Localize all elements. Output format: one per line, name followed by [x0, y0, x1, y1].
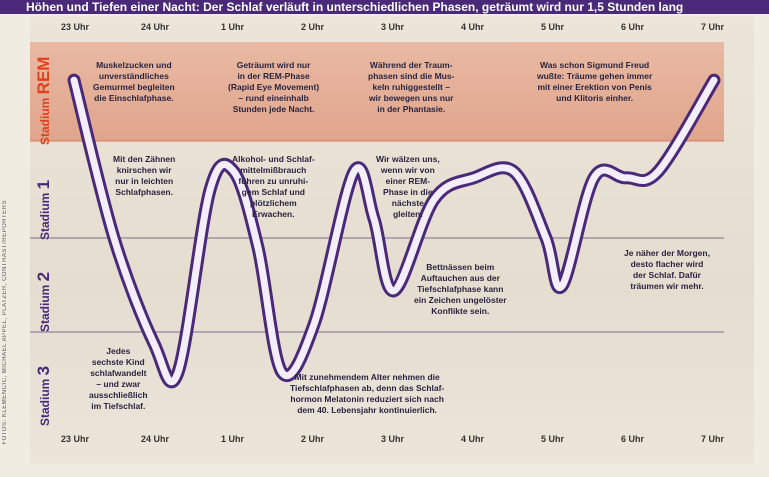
time-label-top: 7 Uhr	[701, 22, 725, 32]
time-label-top: 6 Uhr	[621, 22, 645, 32]
time-label-bottom: 23 Uhr	[61, 434, 90, 444]
time-label-bottom: 7 Uhr	[701, 434, 725, 444]
time-label-top: 24 Uhr	[141, 22, 170, 32]
time-label-top: 2 Uhr	[301, 22, 325, 32]
note-freud: Was schon Sigmund Freud wußte: Träume ge…	[537, 60, 653, 103]
note-waelzen: Wir wälzen uns, wenn wir von einer REM- …	[376, 154, 440, 219]
note-alkohol: Alkohol- und Schlaf- mittelmißbrauch füh…	[232, 154, 315, 219]
note-bettnaessen: Bettnässen beim Auftauchen aus der Tiefs…	[414, 262, 507, 316]
time-label-bottom: 1 Uhr	[221, 434, 245, 444]
time-label-bottom: 2 Uhr	[301, 434, 325, 444]
stage-name: 2	[34, 271, 53, 282]
stage-label-1: Stadium 1	[34, 180, 54, 240]
note-zaehne: Mit den Zähnen knirschen wir nur in leic…	[113, 154, 176, 197]
time-label-top: 23 Uhr	[61, 22, 90, 32]
time-label-bottom: 4 Uhr	[461, 434, 485, 444]
stage-name: 3	[34, 365, 53, 376]
time-label-bottom: 5 Uhr	[541, 434, 565, 444]
note-einschlafphase: Muskelzucken und unverständliches Gemurm…	[93, 60, 175, 103]
stage-name: 1	[34, 179, 53, 190]
rem-band	[30, 42, 724, 141]
note-morgen: Je näher der Morgen, desto flacher wird …	[624, 248, 710, 291]
note-melatonin: Mit zunehmendem Alter nehmen die Tiefsch…	[290, 372, 445, 415]
sleep-curve-fill	[70, 76, 718, 386]
stage-prefix: Stadium	[38, 97, 52, 145]
sleep-curve-outline	[67, 73, 721, 389]
stage-prefix: Stadium	[38, 284, 52, 332]
stage-label-3: Stadium 3	[34, 366, 54, 426]
time-label-top: 5 Uhr	[541, 22, 565, 32]
note-rem-phase: Geträumt wird nur in der REM-Phase (Rapi…	[228, 60, 320, 114]
note-muskeln: Während der Traum- phasen sind die Mus- …	[368, 60, 455, 114]
stage-name: REM	[34, 56, 53, 95]
stage-label-rem: Stadium REM	[34, 57, 54, 145]
time-label-bottom: 6 Uhr	[621, 434, 645, 444]
time-label-top: 1 Uhr	[221, 22, 245, 32]
note-schlafwandeln: Jedes sechste Kind schlafwandelt – und z…	[89, 346, 148, 411]
chart-title: Höhen und Tiefen einer Nacht: Der Schlaf…	[0, 0, 769, 14]
stage-label-2: Stadium 2	[34, 272, 54, 332]
stage-prefix: Stadium	[38, 192, 52, 240]
time-label-bottom: 24 Uhr	[141, 434, 170, 444]
time-label-top: 3 Uhr	[381, 22, 405, 32]
time-label-top: 4 Uhr	[461, 22, 485, 32]
time-label-bottom: 3 Uhr	[381, 434, 405, 444]
stage-prefix: Stadium	[38, 378, 52, 426]
